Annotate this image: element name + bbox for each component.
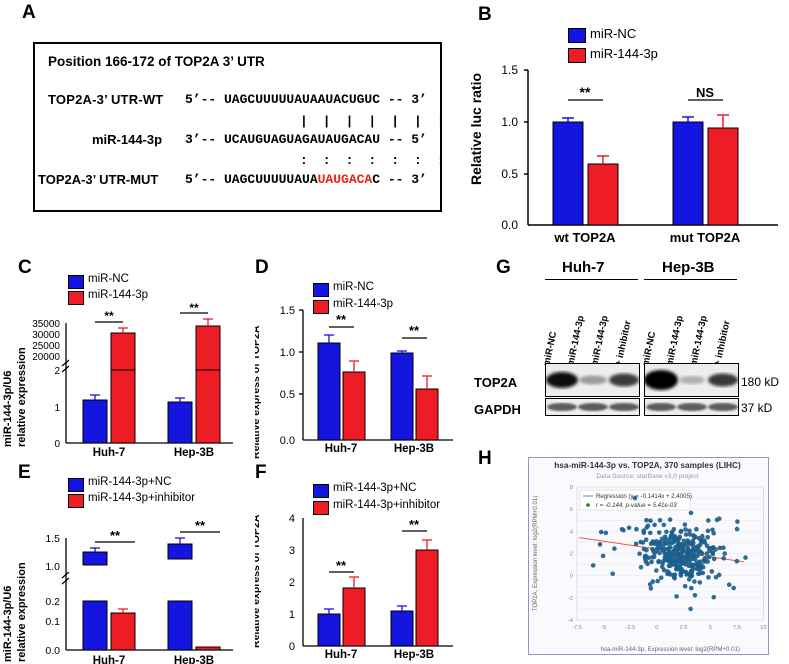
- svg-text:0.5: 0.5: [501, 167, 518, 181]
- svg-text:1.0: 1.0: [280, 347, 295, 359]
- svg-text:Hep-3B: Hep-3B: [394, 649, 434, 661]
- svg-text:1.0: 1.0: [501, 115, 518, 129]
- svg-text:3: 3: [289, 545, 295, 557]
- svg-text:**: **: [189, 303, 199, 315]
- svg-text:30000: 30000: [32, 330, 60, 341]
- svg-text:**: **: [580, 84, 591, 100]
- svg-text:Hep-3B: Hep-3B: [394, 443, 434, 455]
- svg-text:r = -0.144, p-value = 5.41e-03: r = -0.144, p-value = 5.41e-03: [596, 502, 677, 509]
- svg-text:wt TOP2A: wt TOP2A: [553, 230, 616, 245]
- svg-text:0.0: 0.0: [501, 218, 518, 232]
- svg-text:0: 0: [54, 439, 60, 450]
- svg-text:0.0: 0.0: [45, 645, 60, 657]
- svg-text:0: 0: [289, 641, 295, 653]
- svg-text:**: **: [409, 517, 420, 532]
- svg-text:TOP2A, Expression level: log2(: TOP2A, Expression level: log2(RPM+0.01): [532, 496, 539, 612]
- svg-text:**: **: [195, 518, 206, 533]
- svg-text:20000: 20000: [32, 352, 60, 363]
- svg-text:Hep-3B: Hep-3B: [174, 447, 214, 458]
- svg-text:2: 2: [570, 552, 573, 558]
- svg-text:1.0: 1.0: [45, 561, 60, 573]
- svg-text:0.1: 0.1: [45, 616, 60, 628]
- svg-text:1: 1: [289, 609, 295, 621]
- svg-text:1.5: 1.5: [280, 305, 295, 317]
- svg-text:6: 6: [570, 507, 573, 513]
- svg-text:0: 0: [655, 625, 658, 631]
- svg-text:0.5: 0.5: [280, 389, 295, 401]
- svg-text:hsa-miR-144-3p vs. TOP2A, 370: hsa-miR-144-3p vs. TOP2A, 370 samples (L…: [554, 460, 741, 470]
- svg-text:0.0: 0.0: [280, 435, 295, 447]
- svg-text:NS: NS: [696, 85, 714, 100]
- svg-text:2: 2: [54, 366, 60, 377]
- svg-text:Data Source: starBase v3.0 pro: Data Source: starBase v3.0 project: [596, 473, 698, 480]
- svg-text:0.2: 0.2: [45, 596, 60, 608]
- svg-text:**: **: [336, 558, 347, 573]
- svg-text:mut TOP2A: mut TOP2A: [670, 230, 741, 245]
- svg-text:2.5: 2.5: [679, 625, 687, 631]
- svg-text:8: 8: [570, 485, 573, 491]
- svg-text:Huh-7: Huh-7: [325, 443, 358, 455]
- svg-text:5: 5: [709, 625, 712, 631]
- svg-text:Huh-7: Huh-7: [325, 649, 358, 661]
- svg-text:35000: 35000: [32, 319, 60, 330]
- svg-text:Regression (y = -0.1414x + 2.4: Regression (y = -0.1414x + 2.4005): [596, 493, 692, 500]
- svg-text:**: **: [104, 309, 114, 323]
- svg-text:7.5: 7.5: [733, 625, 741, 631]
- svg-text:25000: 25000: [32, 341, 60, 352]
- svg-text:-7.5: -7.5: [572, 625, 582, 631]
- svg-text:2: 2: [289, 577, 295, 589]
- svg-text:-4: -4: [568, 618, 574, 624]
- svg-text:10: 10: [760, 625, 766, 631]
- svg-text:Huh-7: Huh-7: [93, 655, 126, 664]
- svg-text:-2.5: -2.5: [625, 625, 635, 631]
- svg-text:1.5: 1.5: [45, 533, 60, 545]
- svg-text:**: **: [110, 528, 121, 543]
- svg-text:-5: -5: [601, 625, 606, 631]
- svg-text:**: **: [409, 323, 420, 338]
- svg-text:-2: -2: [568, 596, 573, 602]
- svg-text:0: 0: [570, 574, 573, 580]
- svg-text:**: **: [336, 312, 347, 327]
- svg-text:Huh-7: Huh-7: [93, 447, 126, 458]
- svg-text:Hep-3B: Hep-3B: [174, 655, 214, 664]
- svg-text:4: 4: [289, 513, 295, 525]
- svg-text:1: 1: [54, 403, 60, 414]
- svg-text:1.5: 1.5: [501, 63, 518, 77]
- svg-text:hsa-miR-144-3p, Expression lev: hsa-miR-144-3p, Expression level: log2(R…: [601, 646, 740, 653]
- svg-text:4: 4: [570, 529, 574, 535]
